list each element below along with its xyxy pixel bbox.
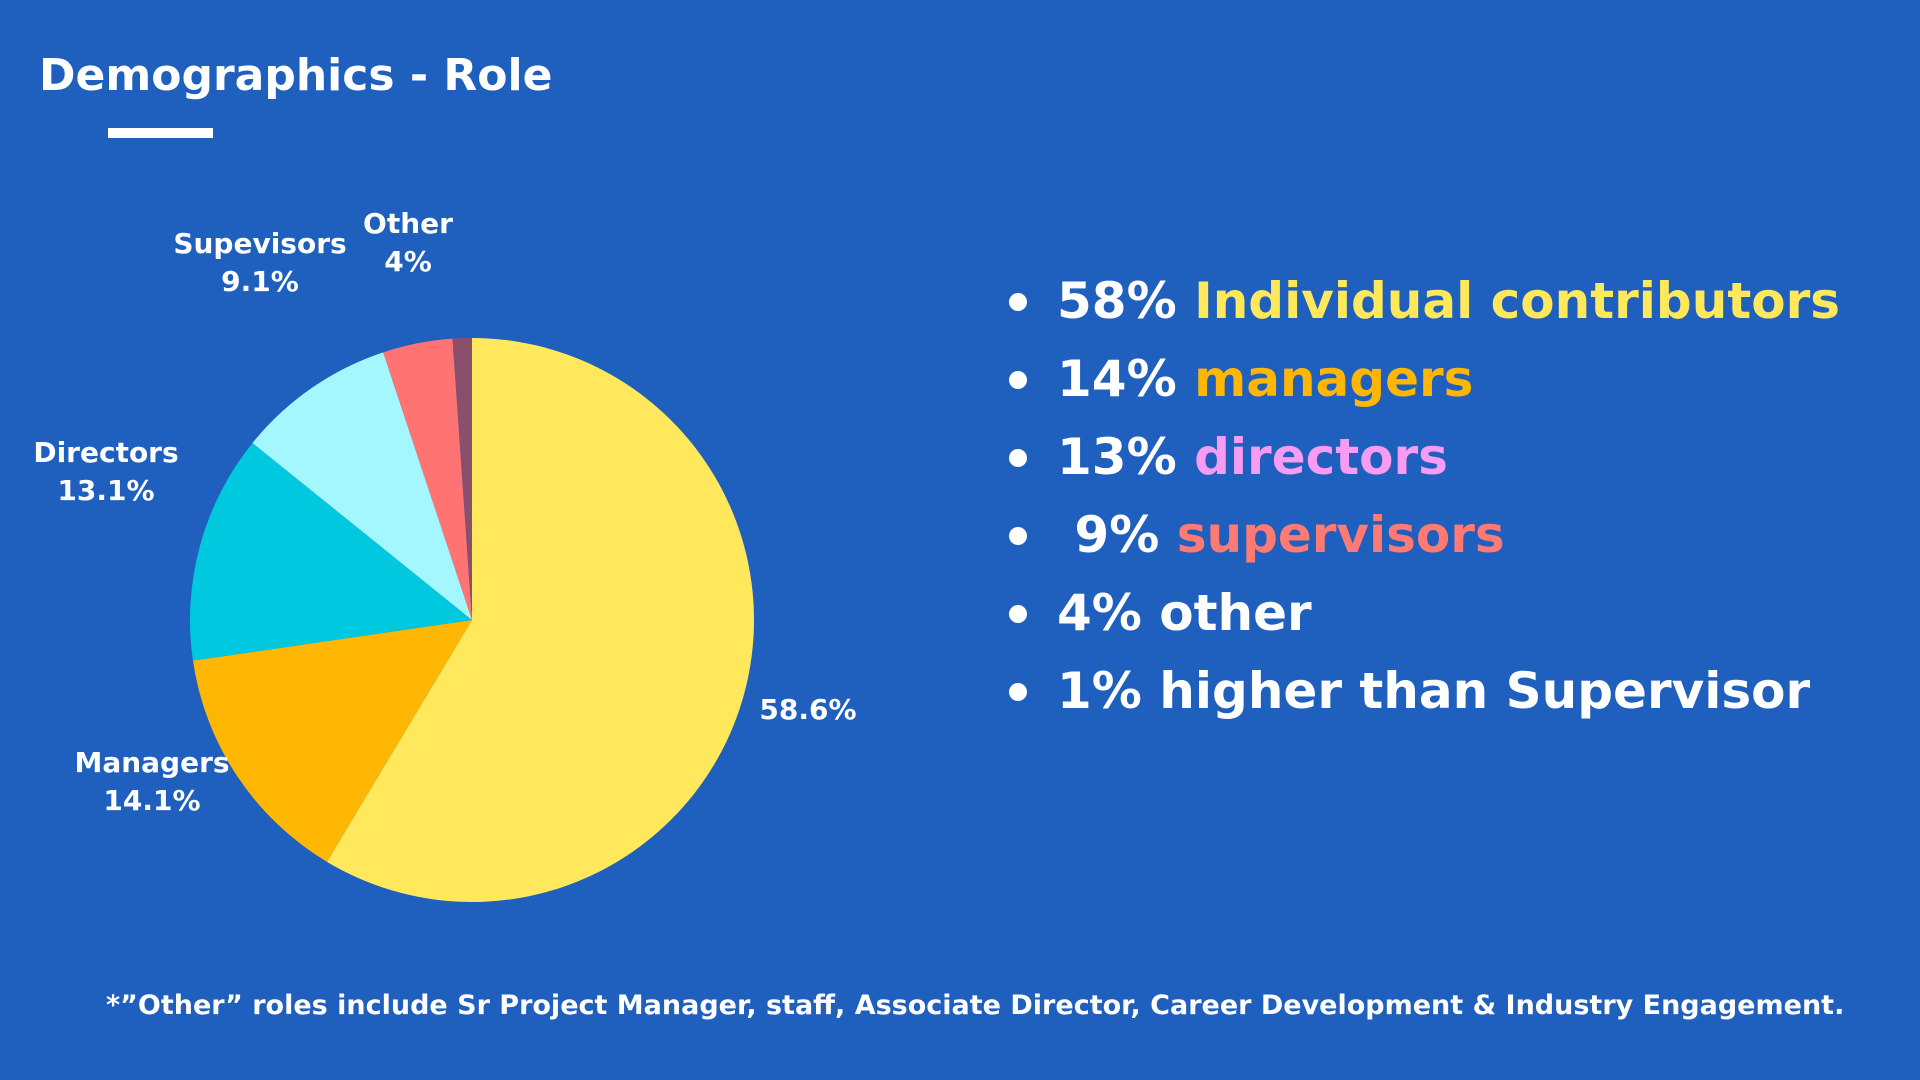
summary-role: supervisors — [1176, 506, 1505, 564]
summary-percent: 58% — [1057, 272, 1177, 330]
footnote: *”Other” roles include Sr Project Manage… — [106, 990, 1845, 1021]
slice-name-label: Directors — [33, 436, 178, 469]
slice-value-label: 14.1% — [103, 784, 200, 817]
pie-slice-supevisors — [252, 352, 472, 620]
slice-name-label: Other — [363, 207, 453, 240]
summary-item: 1% higher than Supervisor — [1005, 652, 1840, 730]
slice-value-label: 13.1% — [57, 474, 154, 507]
slice-name-label: Supevisors — [173, 227, 346, 260]
title-underline — [108, 128, 213, 138]
summary-item: 58% Individual contributors — [1005, 262, 1840, 340]
slice-value-label: 9.1% — [221, 265, 299, 298]
summary-role: directors — [1194, 428, 1448, 486]
summary-text: 1% higher than Supervisor — [1057, 662, 1811, 720]
summary-list: 58% Individual contributors 14% managers… — [1005, 262, 1840, 730]
summary-item: 13% directors — [1005, 418, 1840, 496]
summary-item: 9% supervisors — [1005, 496, 1840, 574]
summary-percent: 9% — [1057, 506, 1160, 564]
pie-chart: 58.6% Managers 14.1% Directors 13.1% Supeviso… — [33, 207, 857, 902]
summary-percent: 13% — [1057, 428, 1177, 486]
pie-slice-directors — [189, 442, 472, 661]
pie-slices — [189, 338, 755, 902]
summary-item: 4% other — [1005, 574, 1840, 652]
summary-role: Individual contributors — [1194, 272, 1840, 330]
summary-percent: 14% — [1057, 350, 1177, 408]
summary-item: 14% managers — [1005, 340, 1840, 418]
summary-text: 4% other — [1057, 584, 1312, 642]
pie-slice-unlabeled-0 — [326, 338, 755, 902]
pie-slice-other — [383, 338, 472, 620]
page-title: Demographics - Role — [39, 50, 553, 101]
pie-slice-unlabeled-5 — [452, 338, 472, 620]
pie-labels: 58.6% Managers 14.1% Directors 13.1% Supeviso… — [33, 207, 856, 817]
slice-value-label: 4% — [384, 245, 432, 278]
pie-slice-managers — [192, 620, 473, 862]
slice-value-label: 58.6% — [759, 693, 856, 726]
summary-role: managers — [1194, 350, 1474, 408]
slice-name-label: Managers — [74, 746, 229, 779]
